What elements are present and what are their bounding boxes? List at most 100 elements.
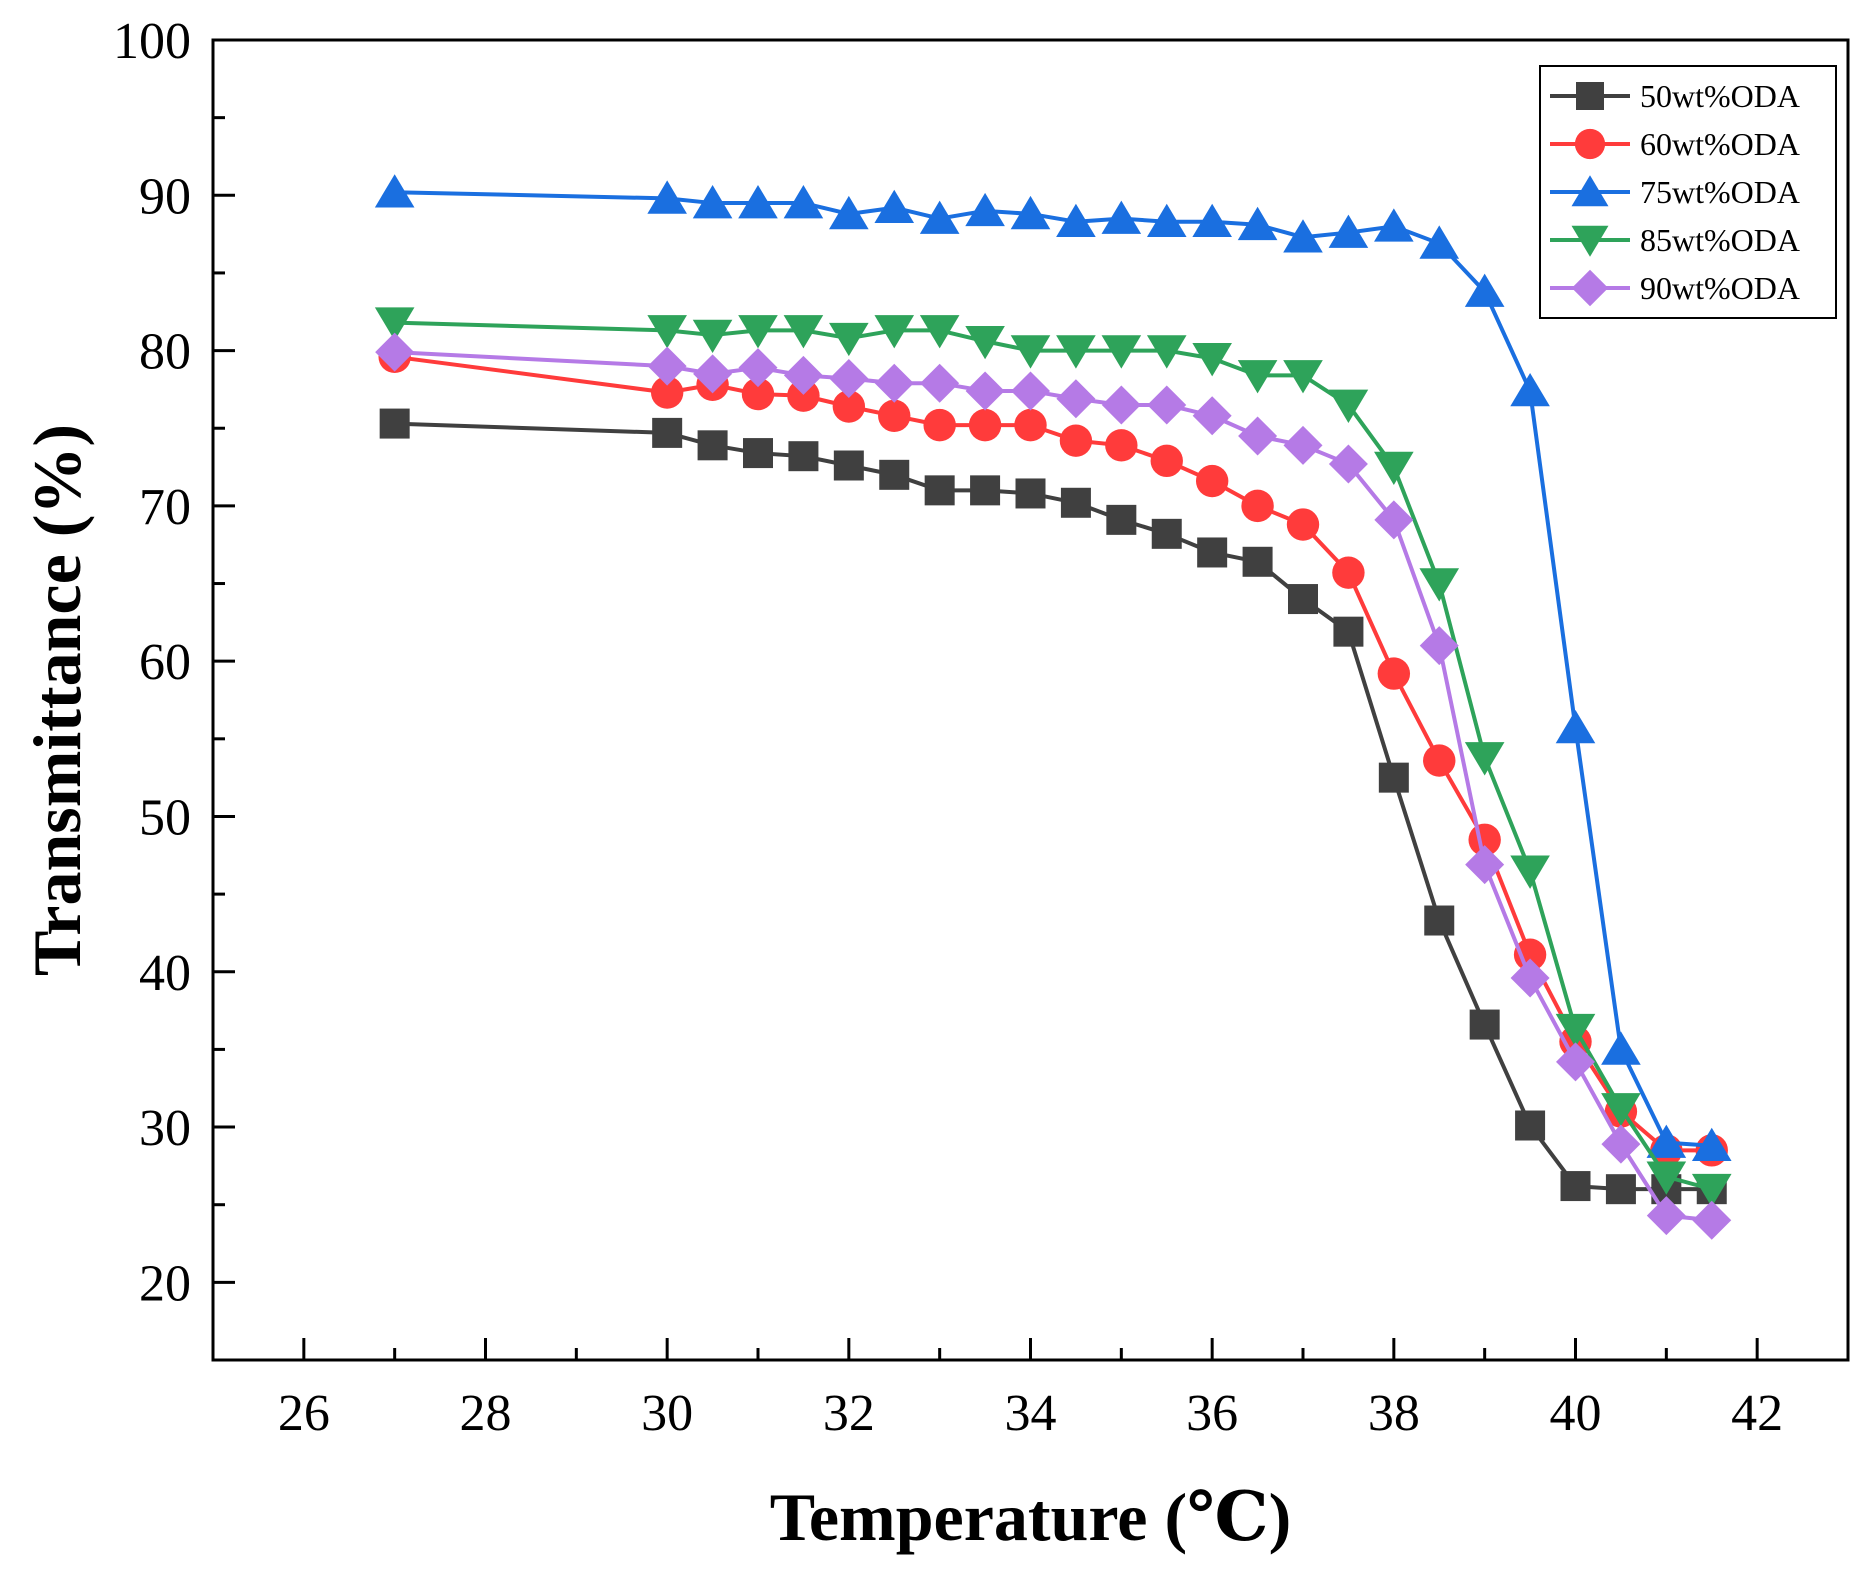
data-point (919, 315, 960, 349)
data-point (1601, 1031, 1641, 1065)
data-point (970, 475, 1001, 506)
data-point (1197, 537, 1228, 568)
legend-item: 75wt%ODA (1550, 174, 1800, 210)
data-point (1288, 584, 1318, 615)
legend-item: 85wt%ODA (1550, 222, 1800, 258)
data-point (741, 377, 775, 411)
x-tick-label: 32 (823, 1385, 875, 1442)
series-60wt%ODA (378, 340, 1728, 1167)
legend: 50wt%ODA 60wt%ODA 75wt%ODA 85wt%ODA 90wt%ODA (1539, 65, 1837, 319)
data-point (1056, 335, 1096, 369)
legend-marker (1574, 128, 1606, 160)
data-point (1328, 214, 1369, 248)
series-85wt%ODA (374, 307, 1732, 1208)
data-point (1101, 385, 1141, 425)
legend-item: 50wt%ODA (1550, 78, 1800, 114)
data-point (738, 185, 778, 219)
data-point (650, 376, 684, 409)
x-tick-label: 26 (278, 1385, 330, 1442)
x-tick-label: 28 (460, 1385, 512, 1442)
data-point (1106, 504, 1137, 535)
data-point (647, 180, 687, 214)
data-point (1424, 905, 1455, 936)
data-point (1601, 1093, 1641, 1127)
data-point (374, 307, 415, 341)
data-point (1192, 203, 1232, 237)
data-point (1060, 487, 1091, 518)
data-point (1465, 845, 1505, 885)
data-point (1419, 225, 1460, 259)
data-point (1510, 855, 1550, 889)
data-point (647, 315, 687, 349)
data-point (1283, 360, 1323, 394)
data-point (919, 200, 960, 234)
data-point (1646, 1124, 1687, 1158)
legend-item: 90wt%ODA (1550, 269, 1800, 307)
data-point (1691, 1173, 1732, 1208)
data-point (738, 315, 778, 349)
series-75wt%ODA (374, 174, 1732, 1161)
data-point (1555, 1013, 1596, 1048)
data-point (1419, 626, 1459, 666)
series-line (394, 190, 1712, 1148)
series-line (394, 354, 1712, 1153)
data-point (1010, 335, 1051, 369)
legend-label: 50wt%ODA (1640, 78, 1800, 114)
data-point (1328, 444, 1368, 484)
data-point (1011, 371, 1050, 411)
data-point (965, 371, 1005, 411)
data-point (878, 399, 911, 433)
data-point (652, 417, 683, 448)
data-point (788, 441, 819, 472)
legend-marker (1571, 175, 1609, 207)
data-point (1374, 500, 1414, 540)
data-point (829, 359, 869, 399)
data-point (1286, 508, 1320, 541)
legend-marker (1571, 225, 1609, 257)
data-point (692, 319, 733, 354)
data-point (783, 355, 823, 395)
data-point (1014, 408, 1047, 442)
data-point (874, 363, 914, 403)
data-point (1010, 195, 1051, 230)
data-point (1510, 372, 1550, 407)
data-point (1056, 379, 1096, 419)
data-point (1101, 200, 1142, 234)
data-point (697, 430, 728, 461)
series-90wt%ODA (375, 332, 1732, 1240)
y-axis-title: Transmittance (%) (19, 424, 95, 976)
data-point (1469, 1009, 1500, 1040)
y-tick-label: 80 (139, 324, 191, 381)
data-point (1238, 416, 1278, 456)
data-point (1146, 335, 1187, 369)
data-point (1377, 657, 1411, 690)
data-point (1105, 429, 1138, 462)
data-point (1601, 1124, 1641, 1164)
data-point (874, 315, 915, 349)
data-point (1015, 478, 1046, 509)
data-point (783, 315, 824, 349)
data-point (1328, 389, 1369, 423)
data-point (1241, 489, 1274, 523)
data-point (1283, 219, 1323, 253)
data-point (1692, 1200, 1732, 1240)
data-point (1374, 208, 1414, 242)
legend-label: 75wt%ODA (1640, 174, 1800, 210)
data-point (1691, 1127, 1732, 1161)
series-50wt%ODA (379, 408, 1727, 1205)
data-point (1283, 425, 1323, 465)
data-point (1056, 203, 1096, 237)
data-point (1378, 762, 1409, 793)
data-point (833, 450, 864, 481)
x-tick-label: 40 (1550, 1385, 1602, 1442)
y-tick-label: 40 (139, 945, 191, 1002)
plot-area: 26 28 30 32 34 36 38 40 42 20 30 40 50 60 70 80 90 100 (113, 13, 1850, 1442)
data-point (1147, 385, 1187, 425)
y-tick-label: 100 (113, 13, 191, 70)
x-tick-label: 34 (1005, 1385, 1057, 1442)
data-point (1510, 958, 1550, 998)
data-point (1101, 335, 1142, 369)
data-point (693, 354, 733, 394)
data-point (1464, 742, 1505, 776)
data-point (923, 408, 956, 442)
